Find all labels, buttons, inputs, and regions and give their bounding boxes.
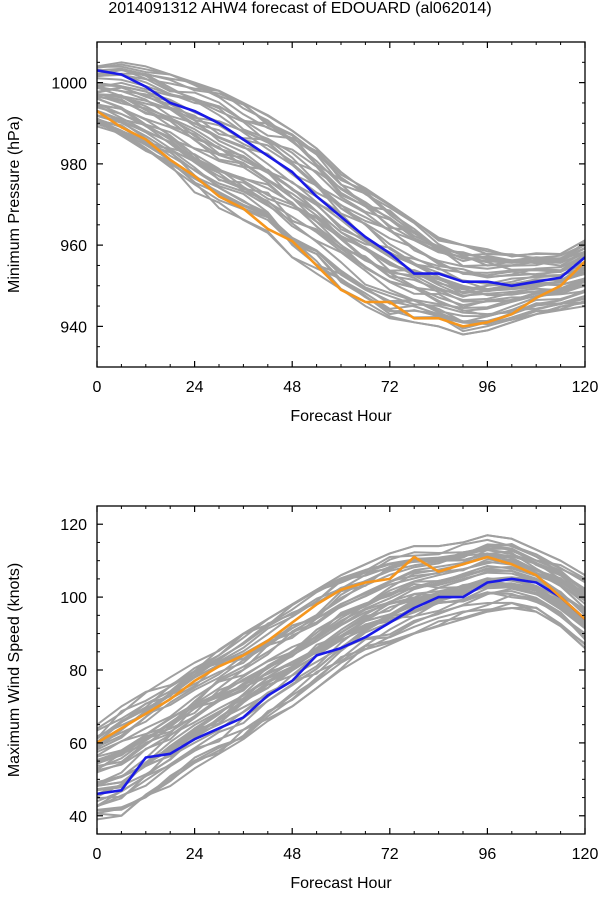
- ensemble-member-line: [97, 104, 585, 318]
- y-tick-label: 940: [60, 319, 87, 336]
- ensemble-member-line: [97, 68, 585, 267]
- ensemble-member-line: [97, 601, 585, 811]
- y-tick-label: 100: [60, 590, 87, 607]
- y-tick-label: 960: [60, 238, 87, 255]
- ensemble-member-line: [97, 103, 585, 303]
- ensemble-member-line: [97, 586, 585, 784]
- x-tick-label: 0: [93, 379, 102, 396]
- x-tick-label: 0: [93, 846, 102, 863]
- wind-panel: 0 24 48 72 96 120 40 60 80 100 120 Forecast Hour Max…: [6, 505, 599, 892]
- ensemble-member-line: [97, 569, 585, 762]
- ensemble-member-line: [97, 591, 585, 808]
- ensemble-member-line: [97, 104, 585, 297]
- x-tick-label: 72: [381, 846, 399, 863]
- y-tick-label: 60: [69, 736, 87, 753]
- x-tick-label: 48: [283, 379, 301, 396]
- x-tick-label: 48: [283, 846, 301, 863]
- y-tick-label: 1000: [51, 76, 87, 93]
- ensemble-member-line: [97, 555, 585, 747]
- ensemble-member-line: [97, 538, 585, 740]
- ensemble-member-line: [97, 86, 585, 279]
- x-tick-label: 120: [572, 379, 599, 396]
- y-axis-title: Maximum Wind Speed (knots): [6, 563, 23, 777]
- pressure-panel: 0 24 48 72 96 120 940 960 980 1000 Forecast Hour Mi…: [6, 41, 599, 425]
- x-tick-label: 96: [479, 846, 497, 863]
- orange-series-line: [97, 110, 585, 328]
- x-tick-label: 96: [479, 379, 497, 396]
- orange-series-line: [97, 555, 585, 745]
- plot-area: [97, 534, 585, 821]
- blue-series-line: [97, 577, 585, 796]
- ensemble-member-line: [97, 77, 585, 263]
- x-tick-label: 72: [381, 379, 399, 396]
- ensemble-member-line: [97, 84, 585, 267]
- blue-series-line: [97, 69, 585, 288]
- y-tick-label: 120: [60, 517, 87, 534]
- ensemble-member-line: [97, 602, 585, 812]
- ensemble-member-line: [97, 554, 585, 753]
- y-tick-label: 40: [69, 809, 87, 826]
- y-tick-label: 80: [69, 663, 87, 680]
- ensemble-member-line: [97, 543, 585, 740]
- ensemble-member-line: [97, 61, 585, 259]
- ensemble-member-line: [97, 534, 585, 730]
- x-tick-label: 120: [572, 846, 599, 863]
- ensemble-member-line: [97, 545, 585, 732]
- x-tick-label: 24: [186, 846, 204, 863]
- ensemble-member-line: [97, 560, 585, 757]
- y-tick-label: 980: [60, 157, 87, 174]
- page-title: 2014091312 AHW4 forecast of EDOUARD (al0…: [108, 0, 492, 17]
- ensemble-member-line: [97, 550, 585, 738]
- y-axis-title: Minimum Pressure (hPa): [6, 116, 23, 293]
- plot-area: [97, 61, 585, 336]
- x-tick-label: 24: [186, 379, 204, 396]
- x-axis-title: Forecast Hour: [290, 408, 392, 425]
- x-axis-title: Forecast Hour: [290, 875, 392, 892]
- ensemble-member-line: [97, 583, 585, 765]
- ensemble-member-line: [97, 119, 585, 333]
